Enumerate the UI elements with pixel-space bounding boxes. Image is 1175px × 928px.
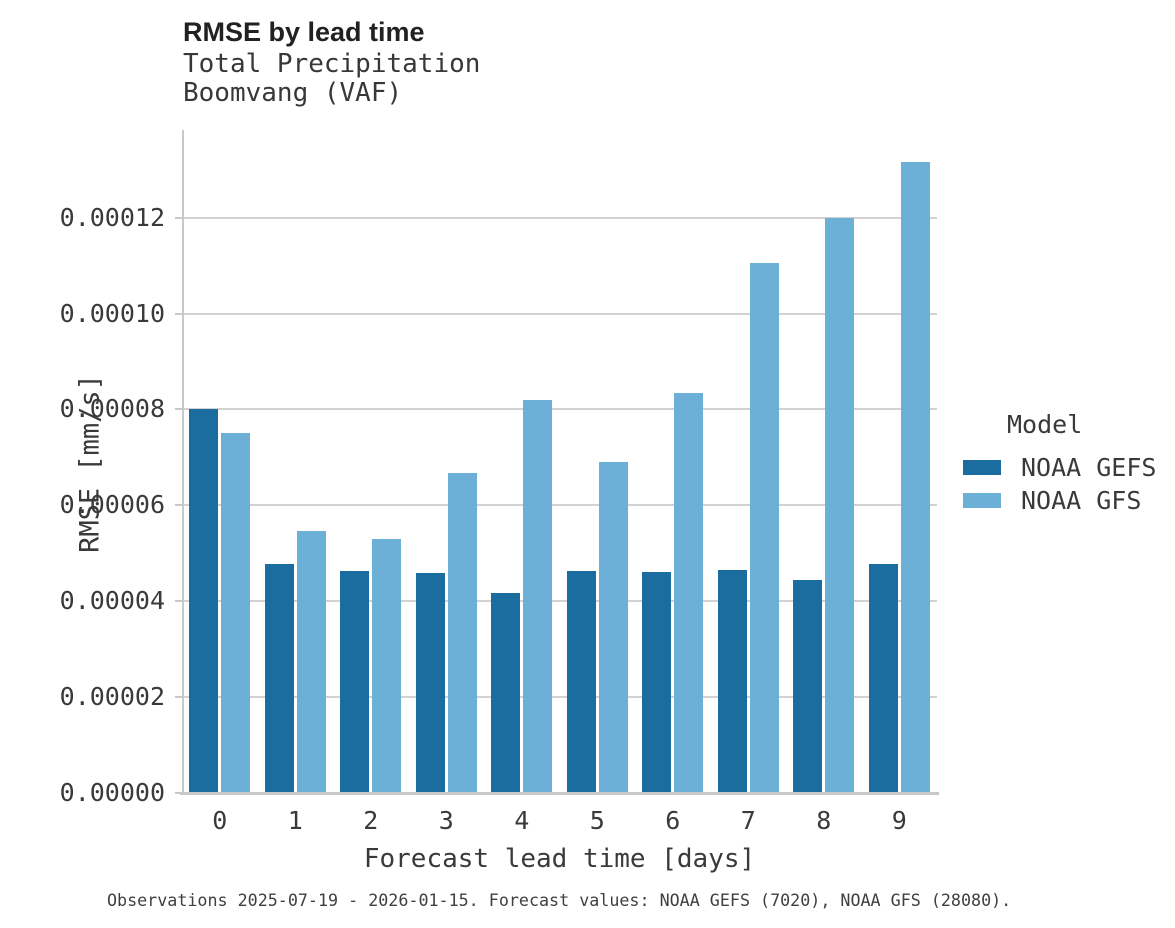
x-tick-label: 6	[665, 806, 681, 835]
bar-noaa-gefs-lead-3	[415, 572, 445, 793]
bar-noaa-gefs-lead-2	[340, 571, 370, 793]
bar-noaa-gefs-lead-5	[566, 570, 596, 793]
y-tick-mark	[175, 408, 182, 411]
y-tick-label: 0.00000	[59, 778, 165, 807]
bar-noaa-gefs-lead-8	[793, 579, 823, 793]
bar-noaa-gfs-lead-3	[447, 473, 477, 793]
legend-entry-noaa-gefs: NOAA GEFS	[963, 453, 1175, 486]
bar-noaa-gfs-lead-9	[900, 162, 930, 793]
y-tick-label: 0.00010	[59, 298, 165, 328]
y-gridline	[182, 216, 937, 219]
y-tick-mark	[175, 504, 182, 507]
chart-title: RMSE by lead time	[183, 17, 425, 47]
x-axis-spine	[180, 792, 939, 795]
y-gridline	[182, 696, 937, 699]
bar-noaa-gefs-lead-7	[717, 569, 747, 793]
y-gridline	[182, 504, 937, 507]
y-tick-label: 0.00008	[59, 394, 165, 424]
bar-noaa-gfs-lead-4	[523, 399, 553, 793]
y-tick-mark	[175, 792, 182, 794]
y-tick-mark	[175, 312, 182, 315]
chart-subtitle-variable: Total Precipitation	[183, 49, 481, 79]
y-tick-mark	[175, 600, 182, 603]
y-gridline	[182, 600, 937, 603]
x-tick-label: 5	[589, 806, 605, 835]
y-tick-label: 0.00002	[59, 682, 165, 712]
y-tick-mark	[175, 216, 182, 219]
bar-noaa-gfs-lead-2	[372, 538, 402, 793]
chart-subtitle-location: Boomvang (VAF)	[183, 78, 403, 108]
y-tick-label: 0.00004	[59, 586, 165, 616]
bar-noaa-gfs-lead-6	[674, 392, 704, 793]
y-gridline	[182, 312, 937, 315]
bar-noaa-gfs-lead-1	[296, 530, 326, 793]
bar-noaa-gfs-lead-8	[825, 217, 855, 793]
x-tick-label: 8	[816, 806, 832, 835]
x-tick-label: 4	[514, 806, 530, 835]
x-tick-label: 0	[212, 806, 228, 835]
y-tick-mark	[175, 696, 182, 699]
y-axis-spine	[182, 130, 184, 793]
bar-noaa-gfs-lead-7	[749, 263, 779, 793]
y-gridline	[182, 408, 937, 411]
x-tick-label: 2	[363, 806, 379, 835]
legend-entry-noaa-gfs: NOAA GFS	[963, 486, 1175, 519]
bar-noaa-gefs-lead-0	[189, 409, 219, 793]
x-tick-label: 1	[287, 806, 303, 835]
legend-label: NOAA GFS	[1021, 486, 1142, 515]
legend-entries: NOAA GEFS NOAA GFS	[963, 453, 1175, 519]
legend-swatch	[963, 460, 1001, 475]
x-tick-label: 9	[891, 806, 907, 835]
x-tick-label: 7	[740, 806, 756, 835]
y-tick-label: 0.00012	[59, 202, 165, 232]
bar-noaa-gefs-lead-4	[491, 592, 521, 793]
bar-noaa-gfs-lead-0	[221, 432, 251, 793]
bar-noaa-gefs-lead-9	[868, 564, 898, 793]
x-axis-title: Forecast lead time [days]	[363, 844, 756, 874]
legend-title: Model	[1007, 410, 1083, 439]
legend-label: NOAA GEFS	[1021, 453, 1157, 482]
bar-noaa-gefs-lead-6	[642, 571, 672, 793]
legend-swatch	[963, 493, 1001, 508]
bar-noaa-gfs-lead-5	[598, 462, 628, 793]
bar-noaa-gefs-lead-1	[264, 563, 294, 793]
footer-caption: Observations 2025-07-19 - 2026-01-15. Fo…	[107, 890, 1012, 910]
y-tick-label: 0.00006	[59, 490, 165, 520]
x-tick-label: 3	[438, 806, 454, 835]
